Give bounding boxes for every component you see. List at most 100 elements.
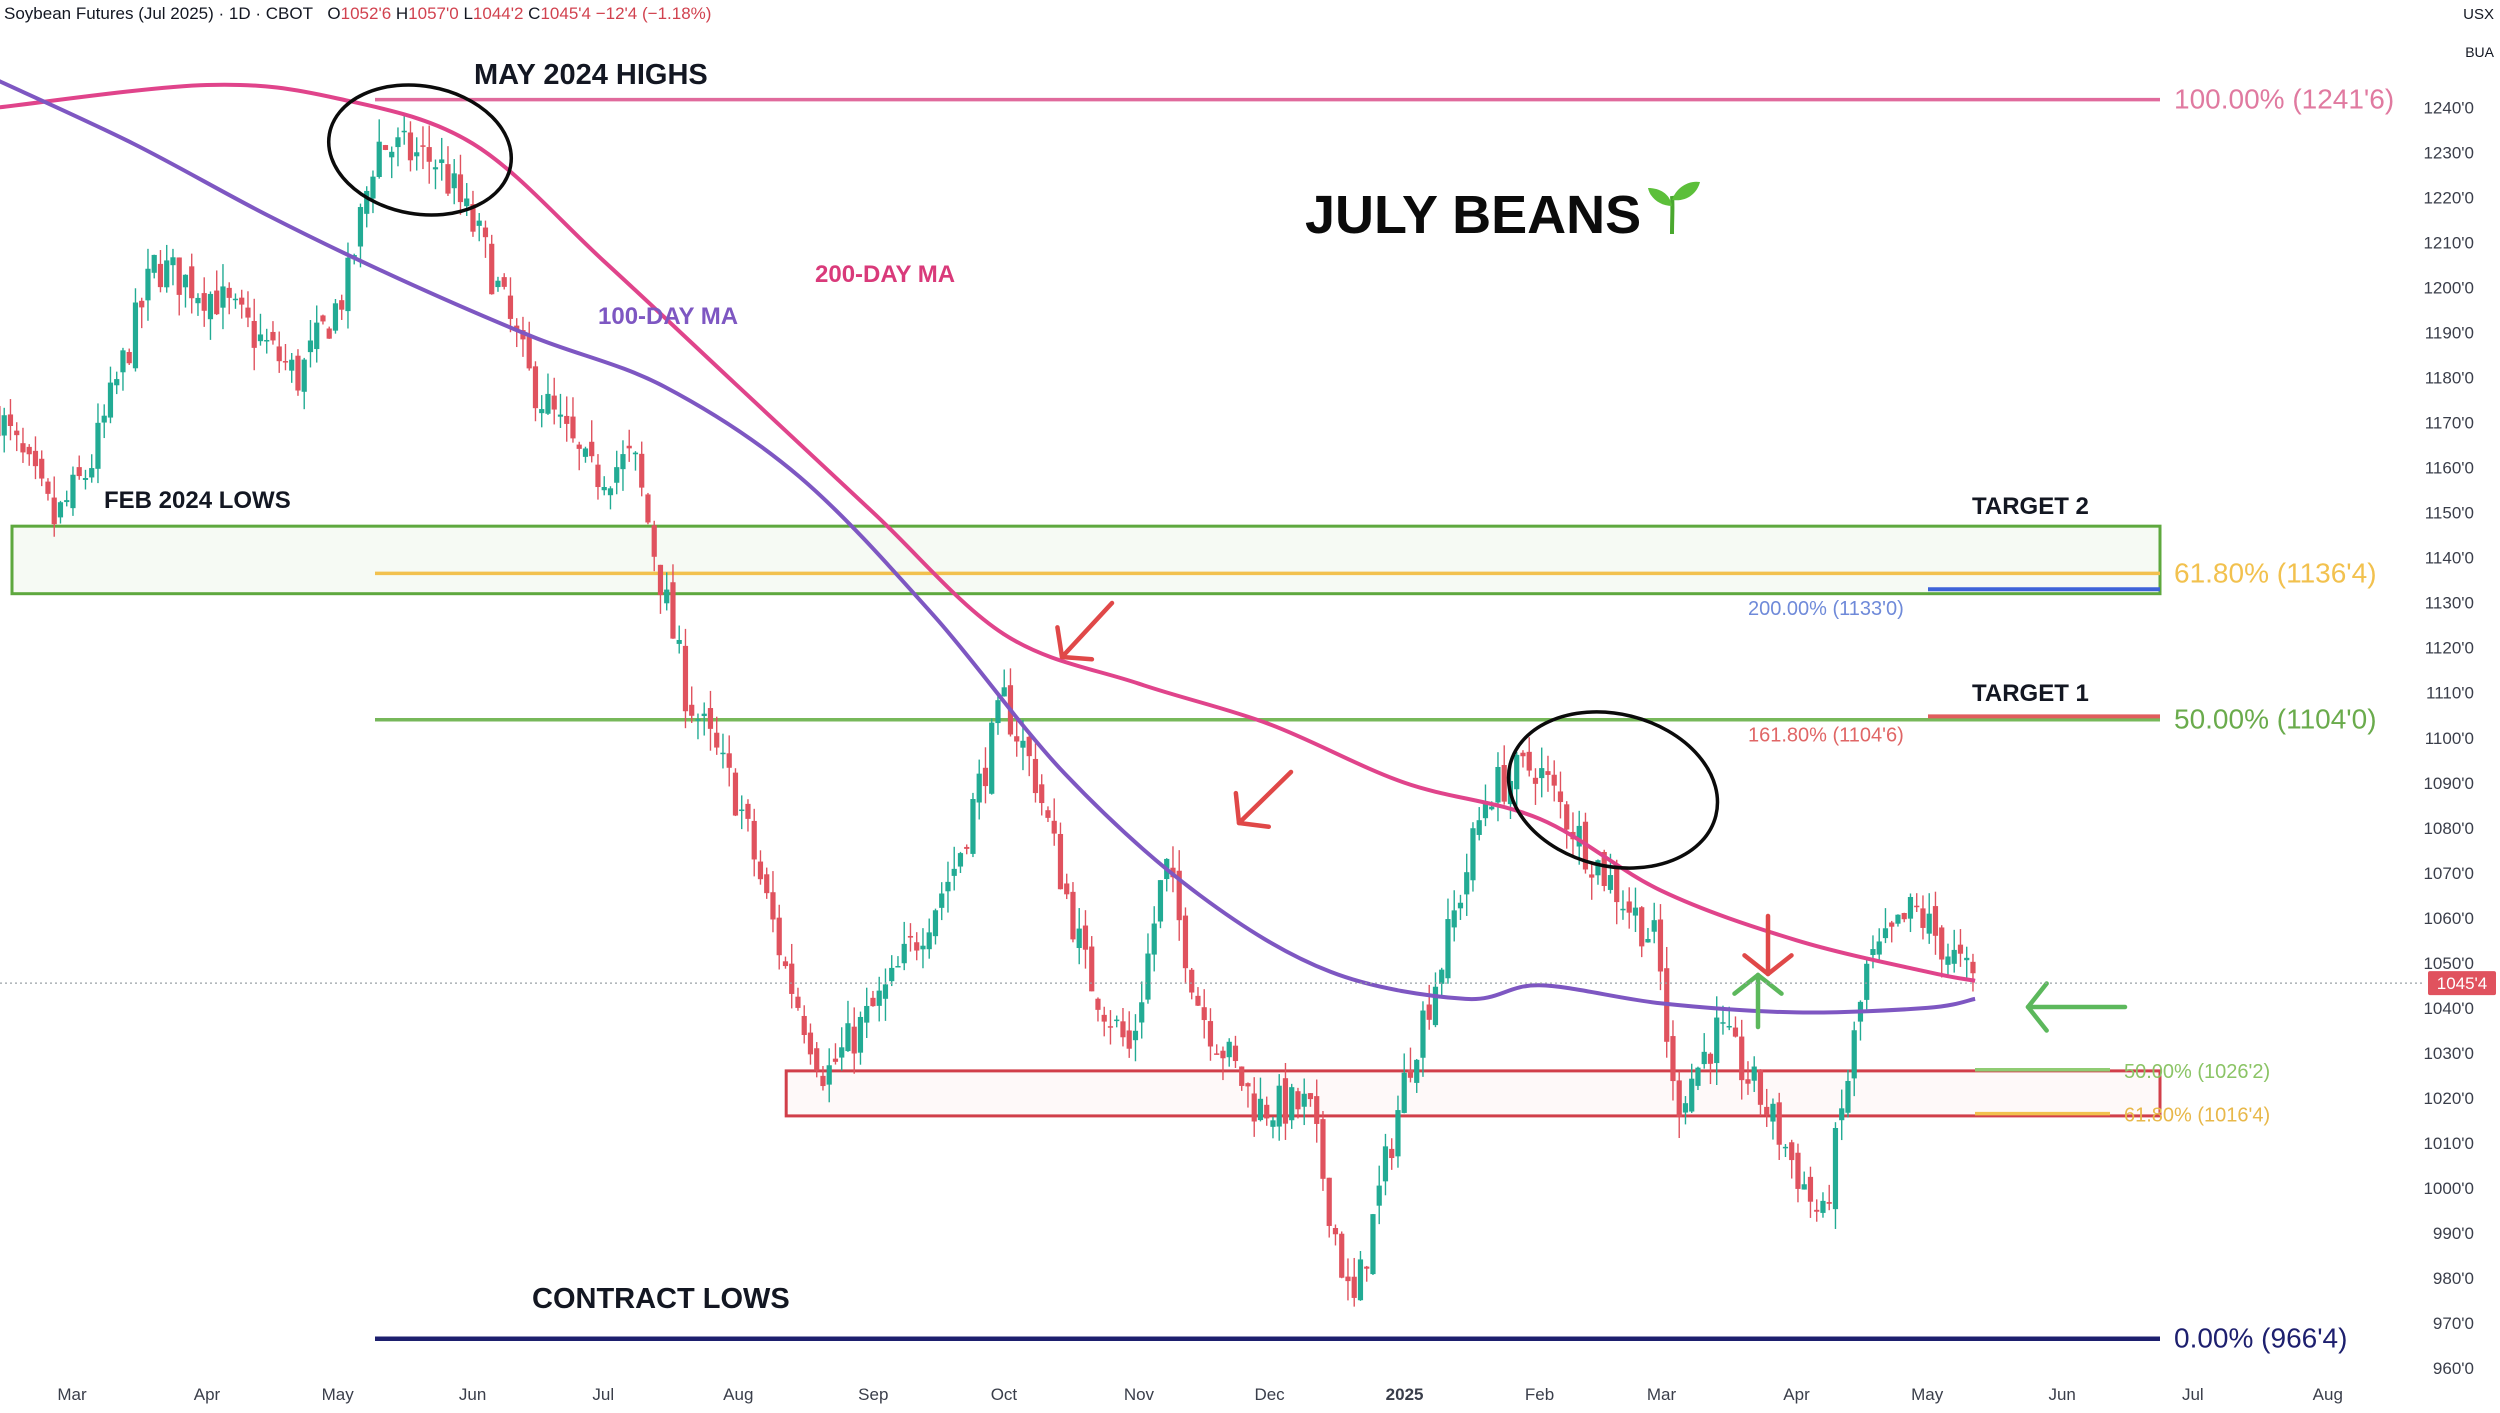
candle-body bbox=[1107, 1026, 1114, 1028]
candle-body bbox=[1114, 1019, 1120, 1022]
candle-body bbox=[282, 361, 289, 363]
candle-body bbox=[1726, 1025, 1732, 1028]
candle-body bbox=[1545, 771, 1551, 775]
candle-body bbox=[739, 809, 745, 812]
ext-1618-label: 161.80% (1104'6) bbox=[1748, 724, 1904, 746]
candle-body bbox=[776, 917, 782, 956]
candle-body bbox=[1657, 919, 1664, 972]
candle-body bbox=[1826, 1202, 1832, 1204]
candle-body bbox=[1832, 1128, 1839, 1210]
candle-body bbox=[1226, 1041, 1232, 1058]
candle-body bbox=[1789, 1142, 1795, 1161]
candle-body bbox=[464, 198, 470, 207]
candle-body bbox=[1101, 1014, 1107, 1022]
candle-body bbox=[626, 445, 632, 449]
y-tick-label: 1080'0 bbox=[2423, 819, 2474, 838]
candle-body bbox=[207, 293, 214, 320]
candle-body bbox=[789, 963, 795, 994]
seedling-icon bbox=[1648, 181, 1700, 235]
candle-body bbox=[289, 359, 295, 371]
candle-body bbox=[1939, 927, 1945, 960]
candle-body bbox=[876, 990, 882, 1006]
candle-body bbox=[182, 274, 189, 288]
candle-body bbox=[551, 395, 557, 410]
red-arrow-oct bbox=[1055, 600, 1115, 662]
candle-body bbox=[1951, 949, 1957, 964]
candle-body bbox=[101, 415, 107, 423]
candle-body bbox=[657, 564, 664, 596]
candle-body bbox=[495, 280, 501, 288]
candle-body bbox=[1389, 1148, 1395, 1159]
candle-body bbox=[1814, 1209, 1820, 1212]
candle-body bbox=[770, 892, 776, 920]
resistance-zone bbox=[10, 524, 2162, 596]
candle-body bbox=[451, 173, 457, 189]
low-label: L bbox=[463, 4, 473, 23]
y-tick-label: 960'0 bbox=[2433, 1359, 2474, 1378]
symbol-line: Soybean Futures (Jul 2025) · 1D · CBOT bbox=[4, 4, 313, 23]
candle-body bbox=[851, 1026, 857, 1054]
candle-body bbox=[714, 732, 720, 748]
candle-body bbox=[1882, 928, 1889, 939]
candle-body bbox=[1370, 1214, 1376, 1275]
candle-body bbox=[1901, 913, 1907, 920]
candle-body bbox=[301, 359, 307, 392]
candle-body bbox=[239, 297, 245, 305]
candle-body bbox=[1532, 777, 1539, 784]
candle-body bbox=[1651, 920, 1657, 932]
candle-body bbox=[220, 286, 226, 308]
candle-body bbox=[1057, 833, 1064, 890]
symbol-header: Soybean Futures (Jul 2025) · 1D · CBOT O… bbox=[4, 4, 711, 24]
candle-body bbox=[1082, 925, 1089, 950]
x-tick-label: Apr bbox=[1783, 1385, 1810, 1404]
candle-body bbox=[1676, 1080, 1682, 1117]
candle-body bbox=[1445, 919, 1451, 979]
candle-body bbox=[895, 965, 901, 968]
candle-body bbox=[1589, 874, 1595, 878]
candle-body bbox=[1357, 1259, 1364, 1301]
candle-body bbox=[1139, 1002, 1145, 1023]
candle-body bbox=[1157, 880, 1164, 922]
candle-body bbox=[1132, 1030, 1139, 1041]
candle-body bbox=[107, 382, 114, 418]
candle-body bbox=[489, 243, 495, 295]
candle-body bbox=[1151, 923, 1157, 955]
candle-body bbox=[1207, 1021, 1214, 1047]
candle-body bbox=[276, 346, 282, 362]
candle-body bbox=[507, 295, 514, 319]
candle-body bbox=[1014, 736, 1020, 742]
candle-body bbox=[970, 799, 976, 854]
candle-body bbox=[1964, 957, 1970, 961]
candle-body bbox=[1970, 961, 1976, 974]
candle-body bbox=[1239, 1066, 1245, 1086]
red-arrow-mar bbox=[1742, 913, 1794, 977]
candle-body bbox=[332, 303, 339, 331]
candle-body bbox=[1957, 944, 1964, 954]
candle-body bbox=[226, 287, 232, 298]
contract-lows-label: CONTRACT LOWS bbox=[532, 1283, 790, 1315]
candle-body bbox=[1501, 765, 1507, 802]
moving-averages-layer bbox=[0, 79, 1976, 1015]
candle-body bbox=[1020, 740, 1026, 748]
candle-body bbox=[120, 350, 126, 373]
zones-layer bbox=[10, 524, 2162, 1118]
fib-618-label: 61.80% (1136'4) bbox=[2174, 557, 2377, 588]
candle-body bbox=[432, 167, 439, 170]
candle-body bbox=[1182, 915, 1189, 969]
candles-layer bbox=[0, 115, 1976, 1307]
candle-body bbox=[151, 254, 157, 273]
x-tick-label: Mar bbox=[57, 1385, 87, 1404]
candle-body bbox=[26, 446, 32, 455]
candle-body bbox=[1926, 913, 1932, 934]
high-label: H bbox=[395, 4, 409, 23]
candle-body bbox=[732, 772, 739, 816]
candle-body bbox=[1776, 1102, 1782, 1145]
ma200-label: 200-DAY MA bbox=[815, 261, 955, 288]
candle-body bbox=[1745, 1079, 1751, 1084]
low-value: 1044'2 bbox=[472, 4, 524, 23]
open-value: 1052'6 bbox=[340, 4, 392, 23]
y-tick-label: 980'0 bbox=[2433, 1269, 2474, 1288]
x-tick-label: Feb bbox=[1525, 1385, 1554, 1404]
